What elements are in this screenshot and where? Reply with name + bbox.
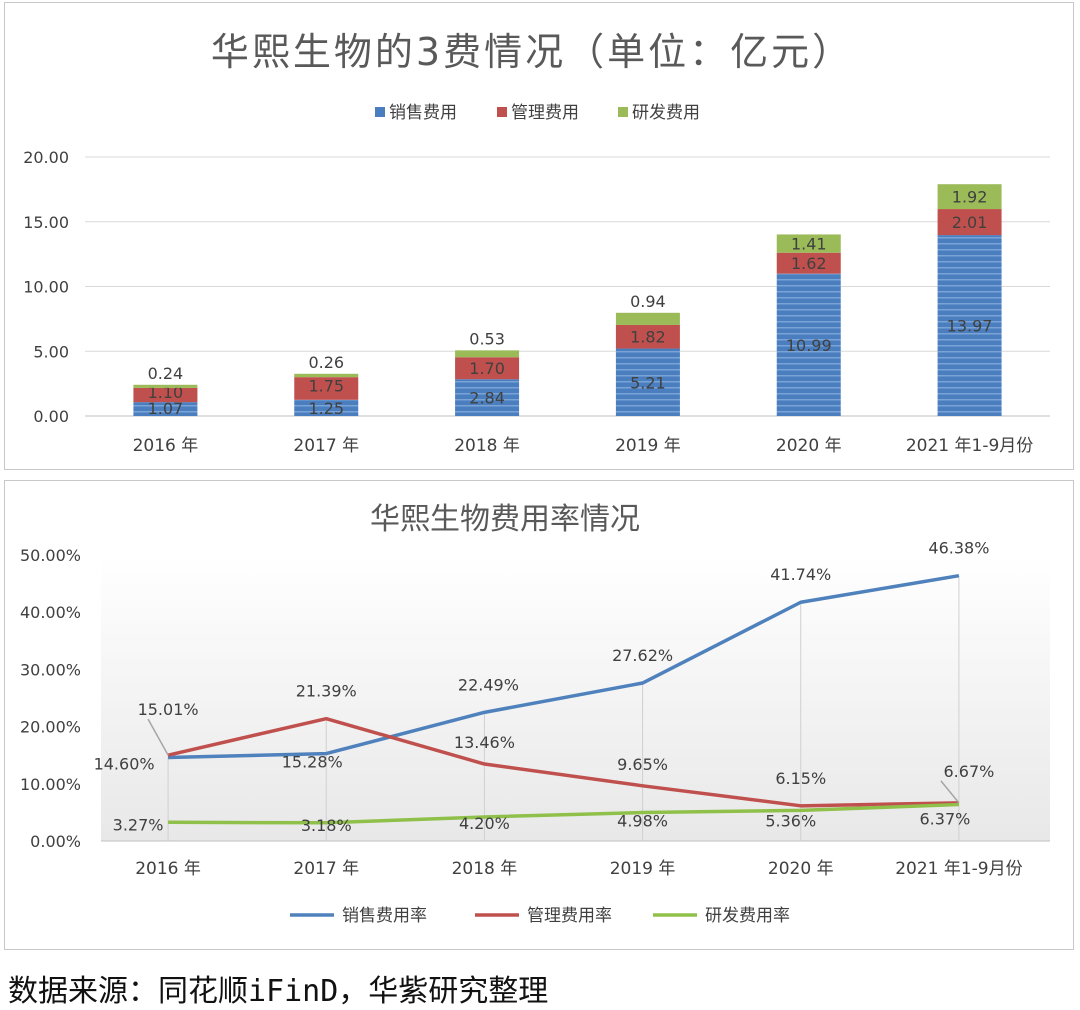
- x-tick-label-3: 2019 年: [615, 436, 681, 456]
- y-tick-label-3: 15.00: [23, 213, 69, 232]
- chart2-title: 华熙生物费用率情况: [370, 502, 640, 537]
- point-label-0-3: 27.62%: [612, 646, 673, 665]
- bar-segment-2-0: [133, 384, 198, 388]
- series-line-0: [168, 573, 960, 760]
- bar-label-0-4: 10.99: [786, 336, 832, 355]
- expense-rate-line-chart-panel: 华熙生物费用率情况 0.00% 10.00% 20.00% 30.00% 40.00% 50…: [4, 480, 1074, 950]
- y-tick-label-4: 20.00: [23, 148, 69, 167]
- legend-swatch-2: [618, 107, 628, 117]
- point-label-2-0: 3.27%: [113, 815, 164, 834]
- point-label-2-5: 6.37%: [920, 810, 971, 829]
- x-tick-label-1: 2017 年: [293, 859, 359, 879]
- point-label-0-5: 46.38%: [928, 539, 989, 558]
- legend-label-0: 销售费用率: [342, 906, 427, 926]
- expense-bar-chart: 华熙生物的3费情况（单位：亿元） 销售费用 管理费用 研发费用 0.00 5.00 10.0…: [23, 30, 1050, 456]
- point-label-1-2: 13.46%: [454, 733, 515, 752]
- bar-label-2-3: 0.94: [630, 292, 666, 311]
- y-tick-label-5: 50.00%: [20, 546, 81, 565]
- x-tick-label-0: 2016 年: [135, 859, 201, 879]
- point-label-1-0: 15.01%: [138, 700, 199, 719]
- legend-swatch-0: [375, 107, 385, 117]
- bar-segment-1-4: [776, 252, 841, 274]
- expense-bar-chart-panel: 华熙生物的3费情况（单位：亿元） 销售费用 管理费用 研发费用 0.00 5.00 10.0…: [4, 2, 1074, 470]
- bar-label-2-5: 1.92: [952, 188, 988, 207]
- series-line-2: [168, 802, 959, 825]
- bar-segment-1-2: [455, 357, 520, 380]
- x-tick-label-5: 2021 年1-9月份: [895, 859, 1022, 879]
- bar-segment-2-2: [455, 350, 520, 358]
- bar-segment-1-5: [937, 209, 1002, 236]
- bar-label-1-2: 1.70: [469, 359, 505, 378]
- bar-label-2-2: 0.53: [469, 329, 505, 348]
- point-label-0-0: 14.60%: [94, 754, 155, 773]
- bar-segment-2-3: [615, 312, 680, 325]
- bar-label-1-5: 2.01: [952, 213, 988, 232]
- y-tick-label-2: 10.00: [23, 278, 69, 297]
- leader-line-0: [147, 718, 169, 756]
- x-tick-label-4: 2020 年: [768, 859, 834, 879]
- leader-line-5: [940, 780, 960, 804]
- x-tick-label-2: 2018 年: [454, 436, 520, 456]
- bar-segment-1-3: [615, 324, 680, 349]
- legend-swatch-1: [497, 107, 507, 117]
- x-tick-label-2: 2018 年: [452, 859, 518, 879]
- bar-segment-2-4: [776, 234, 841, 253]
- point-label-1-4: 6.15%: [775, 769, 826, 788]
- bar-label-2-1: 0.26: [308, 353, 344, 372]
- bar-label-0-5: 13.97: [947, 317, 993, 336]
- x-tick-label-5: 2021 年1-9月份: [906, 436, 1033, 456]
- bar-segment-1-0: [133, 387, 198, 403]
- bar-label-0-3: 5.21: [630, 373, 666, 392]
- bar-segment-0-3: [615, 348, 680, 416]
- expense-rate-line-chart: 华熙生物费用率情况 0.00% 10.00% 20.00% 30.00% 40.00% 50…: [20, 502, 1050, 926]
- bar-label-0-2: 2.84: [469, 389, 505, 408]
- legend-label-1: 管理费用率: [527, 906, 612, 926]
- bar-label-1-3: 1.82: [630, 328, 666, 347]
- point-label-1-1: 21.39%: [296, 682, 357, 701]
- y-tick-label-1: 5.00: [33, 342, 69, 361]
- y-tick-label-2: 20.00%: [20, 718, 81, 737]
- point-label-2-1: 3.18%: [301, 816, 352, 835]
- bar-segment-2-1: [294, 373, 359, 378]
- point-label-0-4: 41.74%: [770, 565, 831, 584]
- bar-segment-0-2: [455, 379, 520, 416]
- point-label-2-4: 5.36%: [765, 811, 816, 830]
- x-tick-label-4: 2020 年: [776, 436, 842, 456]
- point-label-1-3: 9.65%: [617, 755, 668, 774]
- point-label-2-3: 4.98%: [617, 812, 668, 831]
- series-line-1: [167, 716, 959, 808]
- bar-segment-0-5: [937, 235, 1002, 416]
- bar-segment-0-1: [294, 399, 359, 416]
- x-tick-label-0: 2016 年: [133, 436, 199, 456]
- y-tick-label-3: 30.00%: [20, 660, 81, 679]
- bar-segment-1-1: [294, 377, 359, 400]
- x-tick-label-3: 2019 年: [610, 859, 676, 879]
- bar-label-0-1: 1.25: [308, 399, 344, 418]
- bar-label-1-4: 1.62: [791, 254, 827, 273]
- point-label-2-2: 4.20%: [459, 814, 510, 833]
- y-tick-label-0: 0.00%: [30, 832, 81, 851]
- bar-label-0-0: 1.07: [148, 399, 184, 418]
- bar-label-2-0: 0.24: [148, 364, 184, 383]
- bar-segment-0-4: [776, 273, 841, 416]
- bar-label-1-1: 1.75: [308, 376, 344, 395]
- legend-label-1: 管理费用: [511, 103, 579, 123]
- point-label-0-2: 22.49%: [458, 675, 519, 694]
- point-label-1-5: 6.67%: [944, 762, 995, 781]
- x-tick-label-1: 2017 年: [293, 436, 359, 456]
- legend-label-2: 研发费用: [632, 103, 700, 123]
- bar-segment-2-5: [937, 184, 1002, 210]
- point-label-0-1: 15.28%: [282, 753, 343, 772]
- legend-label-0: 销售费用: [389, 103, 457, 123]
- bar-label-2-4: 1.41: [791, 235, 827, 254]
- legend-label-2: 研发费用率: [705, 906, 790, 926]
- bar-segment-0-0: [133, 402, 198, 416]
- plot-background: [101, 555, 1050, 841]
- chart1-title: 华熙生物的3费情况（单位：亿元）: [211, 30, 853, 74]
- y-tick-label-4: 40.00%: [20, 603, 81, 622]
- data-source-note: 数据来源：同花顺iFinD，华紫研究整理: [8, 974, 549, 1009]
- y-tick-label-0: 0.00: [33, 407, 69, 426]
- y-tick-label-1: 10.00%: [20, 775, 81, 794]
